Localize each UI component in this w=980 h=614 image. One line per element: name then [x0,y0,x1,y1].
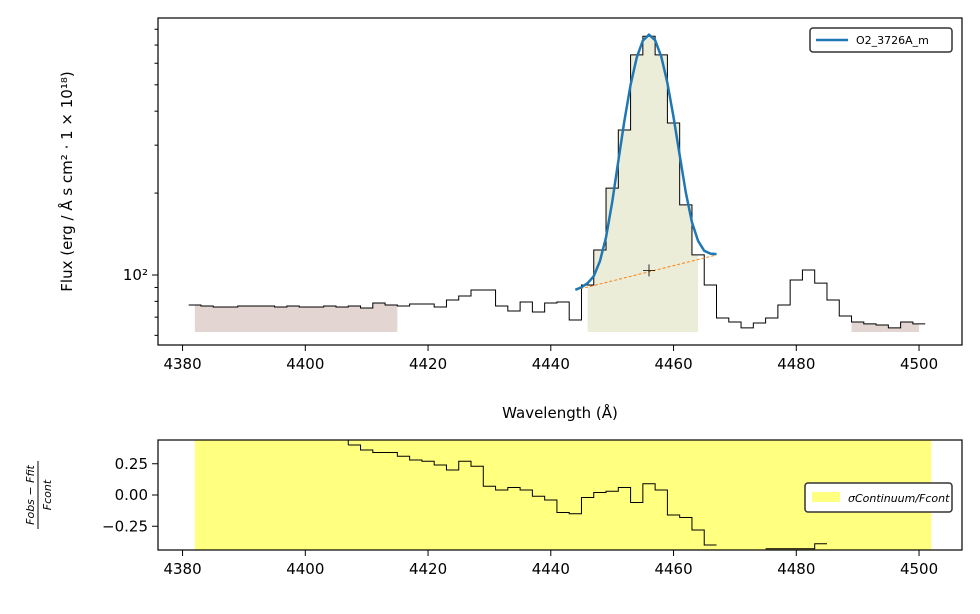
x-tick-label: 4480 [777,560,815,578]
x-tick-label: 4420 [409,355,447,373]
x-tick-label: 4480 [777,355,815,373]
residual-panel: 4380 4400 4420 4440 4460 4480 4500 0.25 0.00 −0.2… [24,439,963,578]
continuum-line [575,254,717,291]
legend-label: σContinuum/Fcont [848,492,950,505]
shaded-band [587,36,699,333]
y-tick-label: 0.00 [115,486,148,504]
plot-area [188,33,926,333]
y-tick-label: 0.25 [115,455,148,473]
x-tick-label: 4420 [409,560,447,578]
y-tick-label: 10² [123,266,148,284]
x-tick-label: 4380 [163,560,201,578]
x-tick-label: 4500 [900,355,938,373]
shaded-band [851,321,920,333]
x-tick-label: 4400 [286,355,324,373]
x-tick-label: 4440 [532,355,570,373]
y-tick-label: −0.25 [102,517,148,535]
y-label-num: Fobs − Ffit [24,464,37,524]
shaded-band [194,303,398,333]
x-tick-label: 4380 [163,355,201,373]
flux-panel: 4380 4400 4420 4440 4460 4480 4500 10² Wavelengt… [57,17,963,422]
y-label-den: Fcont [41,479,54,510]
legend-label: O2_3726A_m [856,34,929,47]
x-tick-label: 4440 [532,560,570,578]
fit-line [574,33,717,291]
x-tick-label: 4500 [900,560,938,578]
x-tick-label: 4460 [654,560,692,578]
legend-swatch [812,492,840,502]
axes-frame [157,17,963,346]
x-tick-label: 4400 [286,560,324,578]
legend-box [804,482,953,513]
residual-step [348,444,827,550]
peak-marker [642,264,655,277]
x-axis-label: Wavelength (Å) [502,403,618,422]
legend-box [809,27,953,53]
flux-step [188,35,926,329]
x-tick-label: 4460 [654,355,692,373]
y-axis-label: Flux (erg / Å s cm² · 1 × 10¹⁸) [57,71,76,291]
